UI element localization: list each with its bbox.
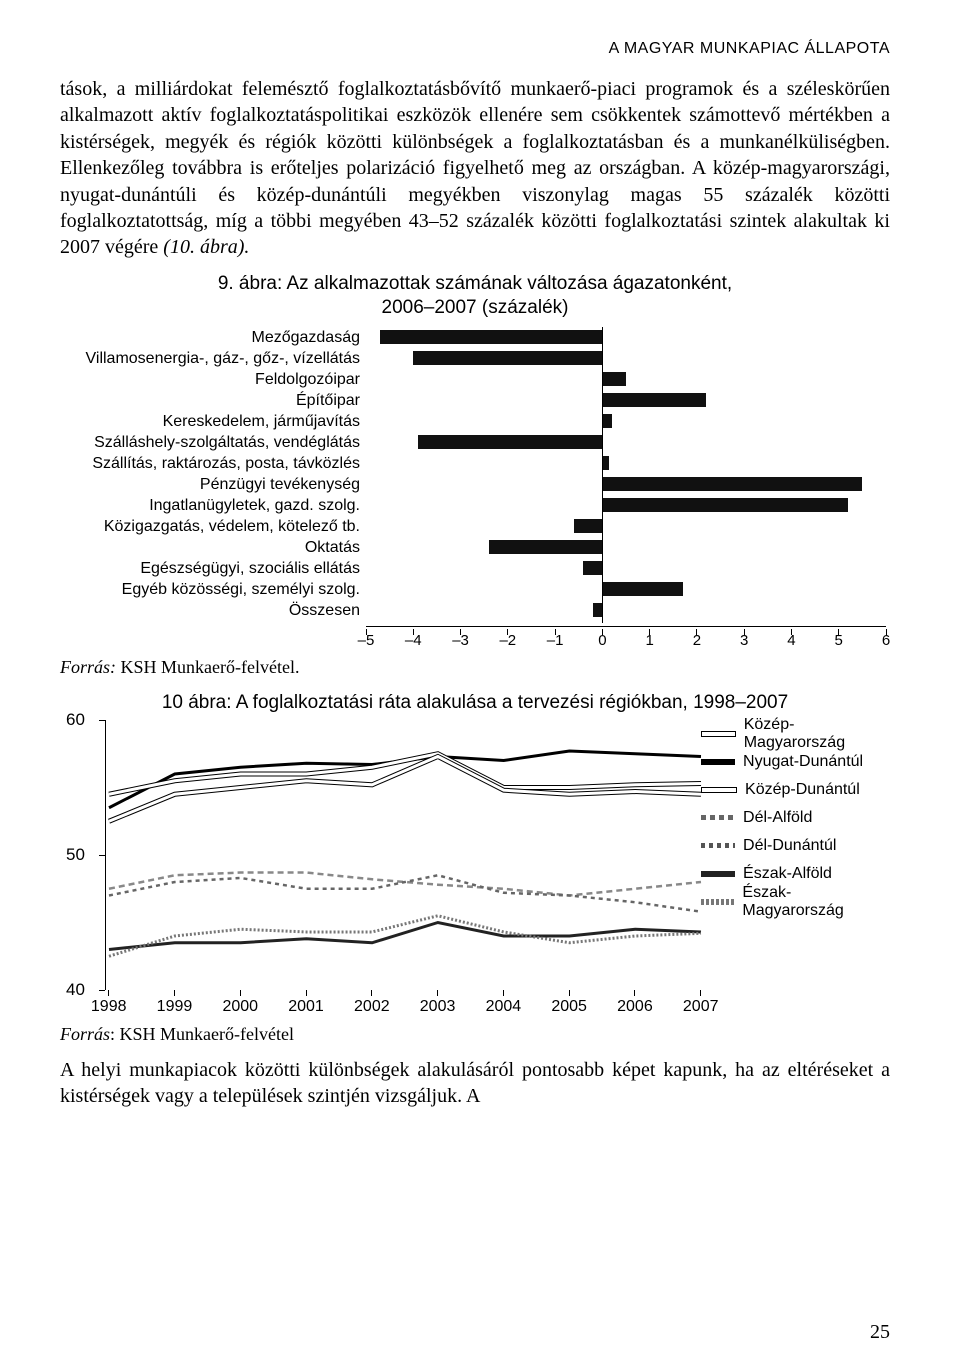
fig10-title: 10 ábra: A foglalkoztatási ráta alakulás… bbox=[60, 692, 890, 714]
fig10-legend: Közép-Magyarország Nyugat-Dunántúl Közép-D… bbox=[701, 720, 890, 1020]
fig10-xtick-label: 2005 bbox=[551, 998, 587, 1016]
fig9-bar bbox=[583, 561, 602, 575]
fig10-xtick-label: 2006 bbox=[617, 998, 653, 1016]
source2-text: : KSH Munkaerő-felvétel bbox=[110, 1024, 294, 1044]
paragraph-2: A helyi munkapiacok közötti különbségek … bbox=[60, 1057, 890, 1110]
fig9-xtick-label: 5 bbox=[835, 632, 843, 649]
fig10-xtick-label: 2001 bbox=[288, 998, 324, 1016]
legend-label: Közép-Dunántúl bbox=[745, 781, 860, 799]
fig10-plot-area: 1998199920002001200220032004200520062007 bbox=[105, 720, 683, 1020]
fig9-xtick-label: 3 bbox=[740, 632, 748, 649]
fig10-xtick-label: 1998 bbox=[91, 998, 127, 1016]
fig9-bar bbox=[380, 330, 602, 344]
fig9-plot-area: –5–4–3–2–10123456 bbox=[366, 327, 886, 649]
fig9-subtitle: 2006–2007 (százalék) bbox=[60, 297, 890, 319]
fig9-xtick-label: –1 bbox=[547, 632, 564, 649]
para1-ital: (10. ábra). bbox=[163, 236, 249, 258]
legend-label: Közép-Magyarország bbox=[744, 716, 890, 752]
fig9-bar bbox=[413, 351, 602, 365]
fig10-series-line bbox=[109, 875, 701, 911]
fig9-bar bbox=[489, 540, 602, 554]
page-number: 25 bbox=[870, 1321, 890, 1344]
fig9-bar bbox=[602, 477, 862, 491]
fig9-label: Összesen bbox=[60, 600, 360, 621]
legend-item: Nyugat-Dunántúl bbox=[701, 748, 890, 776]
legend-item: Dél-Dunántúl bbox=[701, 832, 890, 860]
fig10-svg bbox=[105, 720, 705, 990]
legend-label: Dél-Dunántúl bbox=[743, 837, 836, 855]
fig9-title: 9. ábra: Az alkalmazottak számának válto… bbox=[60, 273, 890, 295]
fig9-label: Szállítás, raktározás, posta, távközlés bbox=[60, 453, 360, 474]
legend-item: Észak-Magyarország bbox=[701, 888, 890, 916]
fig10-y-labels: 405060 bbox=[60, 720, 95, 1020]
fig10-chart: 405060 1998 1999 2000 2001 2002 2003 2004 2005 2… bbox=[60, 720, 890, 1020]
fig9-bar bbox=[602, 393, 706, 407]
legend-swatch bbox=[701, 731, 736, 737]
fig10-xtick-label: 2003 bbox=[420, 998, 456, 1016]
fig9-bar bbox=[602, 456, 609, 470]
fig9-bar bbox=[602, 372, 626, 386]
paragraph-1: tások, a milliárdokat felemésztő foglalk… bbox=[60, 76, 890, 261]
fig10-xtick-label: 2002 bbox=[354, 998, 390, 1016]
fig9-label: Építőipar bbox=[60, 390, 360, 411]
fig9-xtick-label: –5 bbox=[358, 632, 375, 649]
fig9-xtick-label: –3 bbox=[452, 632, 469, 649]
fig9-xtick-label: 1 bbox=[645, 632, 653, 649]
fig10-source: Forrás: KSH Munkaerő-felvétel bbox=[60, 1024, 890, 1045]
legend-item: Dél-Alföld bbox=[701, 804, 890, 832]
fig10-series-line bbox=[109, 922, 701, 949]
fig9-source: Forrás: KSH Munkaerő-felvétel. bbox=[60, 657, 890, 678]
fig9-label: Közigazgatás, védelem, kötelező tb. bbox=[60, 516, 360, 537]
fig9-bar bbox=[418, 435, 602, 449]
legend-swatch bbox=[701, 815, 735, 820]
fig9-xtick-label: 2 bbox=[693, 632, 701, 649]
fig9-label: Feldolgozóipar bbox=[60, 369, 360, 390]
fig9-xtick-label: –4 bbox=[405, 632, 422, 649]
fig9-label: Villamosenergia-, gáz-, gőz-, vízellátás bbox=[60, 348, 360, 369]
fig9-label: Szálláshely-szolgáltatás, vendéglátás bbox=[60, 432, 360, 453]
fig10-xtick-label: 2004 bbox=[486, 998, 522, 1016]
fig9-bar bbox=[574, 519, 602, 533]
fig9-label: Oktatás bbox=[60, 537, 360, 558]
fig9-chart: MezőgazdaságVillamosenergia-, gáz-, gőz-… bbox=[60, 327, 890, 649]
fig9-label: Kereskedelem, járműjavítás bbox=[60, 411, 360, 432]
fig9-label: Mezőgazdaság bbox=[60, 327, 360, 348]
legend-swatch bbox=[701, 843, 735, 848]
fig9-xtick-label: 4 bbox=[787, 632, 795, 649]
fig9-bar bbox=[602, 582, 682, 596]
legend-swatch bbox=[701, 759, 735, 765]
fig9-bar bbox=[602, 414, 611, 428]
fig9-category-labels: MezőgazdaságVillamosenergia-, gáz-, gőz-… bbox=[60, 327, 360, 621]
legend-label: Észak-Magyarország bbox=[742, 884, 890, 920]
fig9-xtick-label: 0 bbox=[598, 632, 606, 649]
source-label: Forrás: bbox=[60, 657, 116, 677]
fig9-label: Ingatlanügyletek, gazd. szolg. bbox=[60, 495, 360, 516]
fig9-xtick-label: 6 bbox=[882, 632, 890, 649]
legend-item: Közép-Dunántúl bbox=[701, 776, 890, 804]
source2-label: Forrás bbox=[60, 1024, 110, 1044]
legend-item: Közép-Magyarország bbox=[701, 720, 890, 748]
fig10-xtick-label: 1999 bbox=[157, 998, 193, 1016]
legend-swatch bbox=[701, 787, 737, 793]
fig10-xtick-label: 2007 bbox=[683, 998, 719, 1016]
fig10-xtick-label: 2000 bbox=[222, 998, 258, 1016]
fig10-series-line bbox=[109, 872, 701, 895]
fig9-bar bbox=[602, 498, 848, 512]
para1-text: tások, a milliárdokat felemésztő foglalk… bbox=[60, 78, 890, 258]
fig10-series-line bbox=[109, 756, 701, 821]
legend-swatch bbox=[701, 899, 734, 905]
legend-swatch bbox=[701, 871, 735, 877]
legend-label: Dél-Alföld bbox=[743, 809, 812, 827]
fig9-label: Pénzügyi tevékenység bbox=[60, 474, 360, 495]
fig9-xtick-label: –2 bbox=[499, 632, 516, 649]
running-head: A MAGYAR MUNKAPIAC ÁLLAPOTA bbox=[60, 40, 890, 58]
legend-label: Nyugat-Dunántúl bbox=[743, 753, 863, 771]
fig9-label: Egyéb közösségi, személyi szolg. bbox=[60, 579, 360, 600]
fig9-label: Egészségügyi, szociális ellátás bbox=[60, 558, 360, 579]
legend-label: Észak-Alföld bbox=[743, 865, 832, 883]
source-text: KSH Munkaerő-felvétel. bbox=[116, 657, 299, 677]
fig10-series-line bbox=[109, 915, 701, 956]
